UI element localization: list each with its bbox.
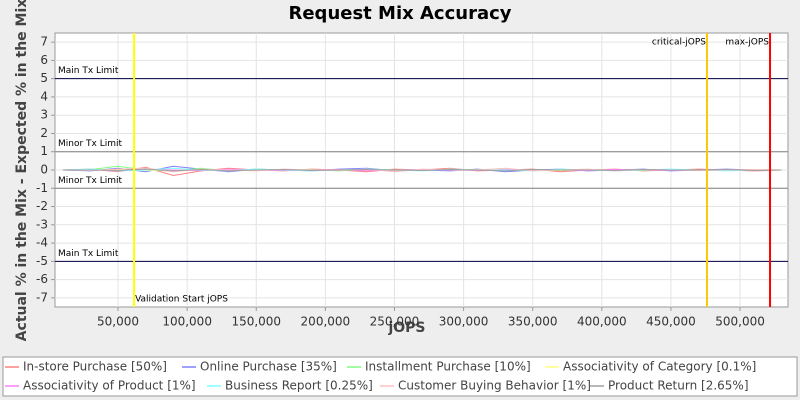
reference-label: Minor Tx Limit	[58, 139, 123, 149]
legend-label: Installment Purchase [10%]	[365, 360, 531, 374]
x-tick-label: 400,000	[577, 315, 627, 329]
x-tick-label: 100,000	[162, 315, 212, 329]
reference-label: Minor Tx Limit	[58, 176, 123, 186]
y-tick-label: 0	[40, 163, 48, 177]
y-tick-label: -4	[36, 236, 48, 250]
y-tick-label: -6	[36, 272, 48, 286]
reference-label: Main Tx Limit	[58, 66, 119, 76]
y-tick-label: 7	[40, 35, 48, 49]
y-tick-label: -1	[36, 181, 48, 195]
legend	[2, 356, 798, 397]
x-tick-label: 50,000	[97, 315, 139, 329]
y-tick-label: -5	[36, 254, 48, 268]
marker-label: critical-jOPS	[652, 38, 706, 48]
y-tick-label: -2	[36, 199, 48, 213]
legend-label: Associativity of Category [0.1%]	[563, 360, 756, 374]
x-tick-label: 350,000	[508, 315, 558, 329]
y-tick-label: 5	[40, 71, 48, 85]
legend-label: Business Report [0.25%]	[225, 379, 373, 393]
y-tick-label: 4	[40, 89, 48, 103]
x-tick-label: 200,000	[301, 315, 351, 329]
x-tick-label: 300,000	[439, 315, 489, 329]
y-tick-label: -7	[36, 290, 48, 304]
legend-label: Online Purchase [35%]	[200, 360, 337, 374]
y-tick-label: -3	[36, 217, 48, 231]
reference-label: Main Tx Limit	[58, 249, 119, 259]
x-axis-title: jOPS	[387, 320, 425, 336]
x-tick-label: 150,000	[231, 315, 281, 329]
legend-label: In-store Purchase [50%]	[23, 360, 167, 374]
y-tick-label: 3	[40, 108, 48, 122]
x-tick-label: 450,000	[646, 315, 696, 329]
y-axis-title: Actual % in the Mix - Expected % in the …	[14, 0, 30, 341]
chart-title: Request Mix Accuracy	[288, 3, 511, 24]
marker-label: max-jOPS	[725, 38, 769, 48]
x-tick-label: 250,000	[370, 315, 420, 329]
marker-label: Validation Start jOPS	[135, 295, 228, 305]
legend-label: Associativity of Product [1%]	[23, 379, 196, 393]
legend-label: Customer Buying Behavior [1%]	[398, 379, 591, 393]
series-line	[62, 168, 782, 172]
x-tick-label: 500,000	[715, 315, 765, 329]
y-tick-label: 1	[40, 144, 48, 158]
y-tick-label: 2	[40, 126, 48, 140]
legend-label: Product Return [2.65%]	[608, 379, 749, 393]
y-tick-label: 6	[40, 53, 48, 67]
